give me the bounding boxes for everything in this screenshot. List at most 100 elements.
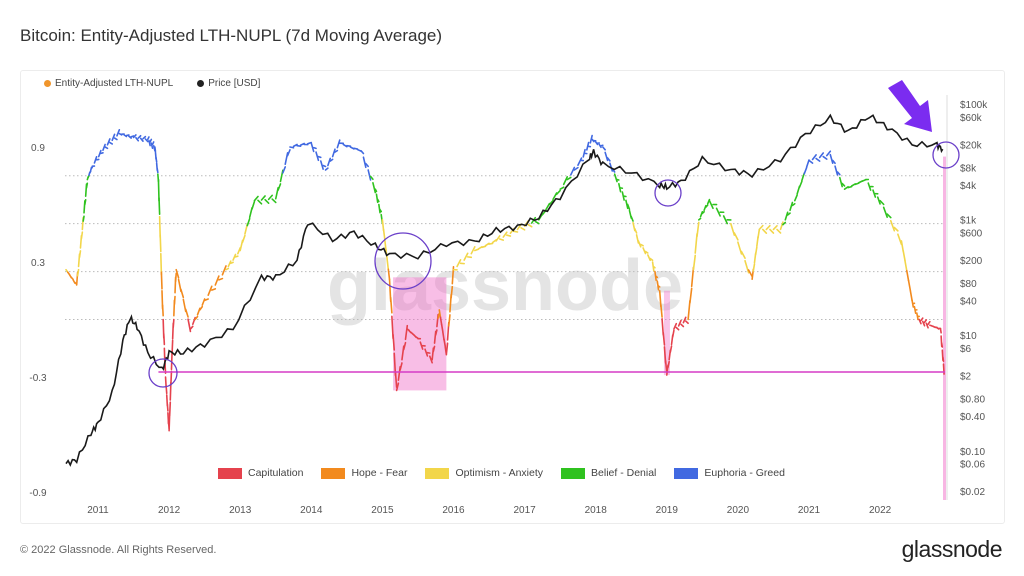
nupl-segment [125,134,130,137]
swatch-icon [218,467,242,479]
nupl-segment [154,146,157,153]
nupl-segment [419,341,424,350]
y-right-tick-label: $10 [960,331,977,342]
nupl-segment [286,149,291,157]
y-right-tick-label: $100k [960,100,988,111]
legend-zone-euphoria-greed[interactable]: Euphoria - Greed [674,467,785,479]
nupl-segment [594,141,599,146]
nupl-segment [893,226,899,232]
nupl-segment [203,298,210,302]
nupl-segment [644,250,649,254]
nupl-segment [310,142,315,153]
legend-zone-optimism-anxiety[interactable]: Optimism - Anxiety [425,467,543,479]
nupl-segment [696,221,700,238]
legend-label: Optimism - Anxiety [455,467,544,479]
nupl-segment [699,211,704,218]
nupl-segment [939,328,942,334]
y-left-tick-label: -0.3 [29,373,47,384]
y-left-tick-label: 0.9 [31,143,45,154]
nupl-segment [156,167,159,174]
nupl-segment [577,157,583,167]
nupl-segment [761,228,768,234]
nupl-segment [927,320,931,326]
nupl-segment [825,150,832,157]
nupl-segment [174,272,178,282]
legend-zone-belief-denial[interactable]: Belief - Denial [561,467,656,479]
nupl-segment [831,159,836,165]
nupl-segment [166,403,169,412]
nupl-segment [246,217,251,227]
nupl-segment [942,356,945,363]
nupl-segment [443,338,447,347]
nupl-segment [161,304,164,317]
x-tick-label: 2013 [229,505,252,516]
nupl-segment [548,199,554,206]
nupl-segment [173,295,176,305]
nupl-segment [376,198,380,203]
nupl-segment [904,259,908,272]
nupl-segment [375,193,379,204]
nupl-segment [902,250,906,262]
y-right-tick-label: $0.10 [960,447,985,458]
y-right-tick-label: $0.02 [960,487,985,498]
nupl-segment [793,194,798,202]
nupl-segment [841,182,846,187]
nupl-segment [854,182,860,186]
nupl-segment [85,182,89,189]
price-line [65,113,944,467]
nupl-segment [360,150,365,155]
nupl-segment [144,138,149,143]
legend-item-price[interactable]: Price [USD] [197,78,260,89]
nupl-segment [210,288,217,291]
nupl-segment [428,355,433,364]
nupl-segment [227,260,232,268]
nupl-segment [808,159,814,164]
x-tick-label: 2021 [798,505,821,516]
legend-dot-icon [197,79,205,87]
nupl-segment [329,158,334,162]
swatch-icon [561,467,586,479]
nupl-segment [625,199,629,210]
arrow-icon [888,80,932,132]
chart-title: Bitcoin: Entity-Adjusted LTH-NUPL (7d Mo… [20,26,443,45]
nupl-segment [277,183,282,191]
legend-item-nupl[interactable]: Entity-Adjusted LTH-NUPL [44,78,173,89]
nupl-segment [387,268,391,281]
nupl-segment [752,263,756,272]
copyright: © 2022 Glassnode. All Rights Reserved. [20,544,217,556]
nupl-segment [779,221,784,231]
swatch-icon [321,467,346,479]
nupl-segment [399,362,403,371]
legend-zone-capitulation[interactable]: Capitulation [218,467,303,479]
nupl-segment [128,135,132,139]
nupl-segment [158,215,162,239]
chart-frame [20,70,1005,524]
nupl-segment [111,133,116,142]
nupl-segment [253,195,259,202]
nupl-segment [132,134,137,139]
nupl-segment [847,185,853,189]
highlight-region [663,290,670,376]
nupl-segment [437,312,441,320]
nupl-segment [199,305,204,311]
legend-label: Entity-Adjusted LTH-NUPL [55,78,174,89]
nupl-segment [534,220,540,225]
nupl-segment [175,268,180,279]
nupl-segment [786,212,791,216]
glassnode-logo[interactable]: glassnode [901,536,1003,562]
nupl-segment [378,203,381,214]
legend-zone-hope-fear[interactable]: Hope - Fear [321,467,407,479]
nupl-segment [680,323,685,328]
nupl-segment [754,246,758,256]
nupl-segment [637,240,642,248]
nupl-segment [570,166,576,176]
nupl-segment [765,224,771,231]
nupl-segment [566,176,572,181]
nupl-segment [299,142,305,146]
nupl-segment [652,265,656,269]
nupl-segment [123,134,128,138]
nupl-segment [657,285,661,288]
nupl-segment [662,332,666,346]
nupl-segment [260,195,266,201]
y-right-tick-label: $600 [960,228,983,239]
